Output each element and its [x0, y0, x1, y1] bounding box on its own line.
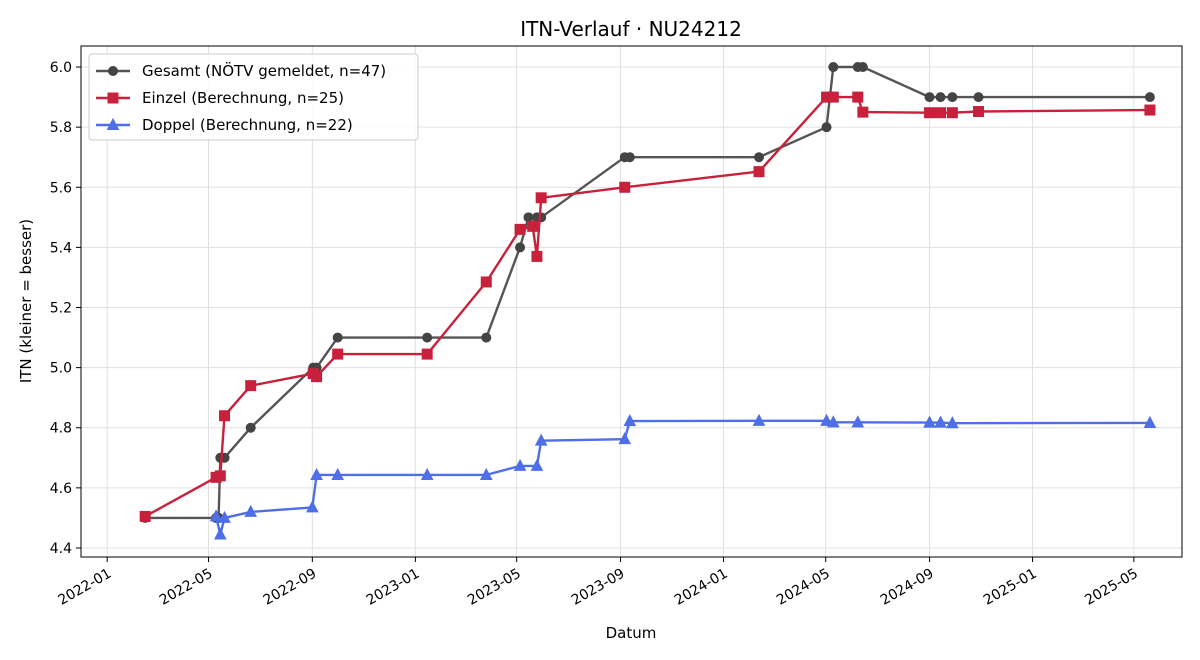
- data-point-doppel: [752, 413, 766, 426]
- x-axis-title: Datum: [606, 624, 657, 642]
- data-point-einzel: [924, 107, 936, 119]
- data-point-einzel: [531, 250, 543, 262]
- data-point-einzel: [935, 107, 947, 119]
- y-tick-label: 4.4: [50, 541, 72, 557]
- legend-label-einzel: Einzel (Berechnung, n=25): [142, 89, 344, 107]
- legend-box: [88, 53, 419, 141]
- data-point-doppel: [1143, 415, 1157, 428]
- y-axis-title: ITN (kleiner = besser): [17, 219, 35, 383]
- data-point-doppel: [923, 415, 936, 428]
- series-layer: [139, 62, 1157, 540]
- data-point-doppel: [618, 432, 632, 445]
- data-point-gesamt: [947, 92, 958, 103]
- data-point-einzel: [219, 410, 231, 422]
- data-point-gesamt: [924, 92, 935, 103]
- data-point-gesamt: [422, 332, 433, 343]
- y-tick-label: 6.0: [50, 60, 72, 76]
- data-point-gesamt: [481, 332, 492, 343]
- data-point-doppel: [218, 510, 231, 523]
- y-tick-label: 5.2: [50, 301, 72, 317]
- data-point-gesamt: [828, 62, 839, 73]
- y-tick-label: 5.6: [50, 180, 72, 196]
- data-point-gesamt: [515, 242, 526, 253]
- data-point-gesamt: [753, 152, 764, 163]
- data-point-gesamt: [973, 92, 984, 103]
- data-point-einzel: [139, 510, 151, 522]
- data-point-einzel: [619, 181, 631, 193]
- data-point-doppel: [306, 500, 319, 513]
- data-point-gesamt: [624, 152, 635, 163]
- y-tick-label: 5.8: [50, 120, 72, 136]
- data-point-gesamt: [935, 92, 946, 103]
- data-point-einzel: [245, 380, 257, 392]
- legend: Gesamt (NÖTV gemeldet, n=47) Einzel (Bere…: [88, 53, 419, 141]
- data-point-einzel: [973, 106, 985, 118]
- data-point-doppel: [530, 458, 544, 471]
- data-point-gesamt: [245, 422, 256, 433]
- chart-title: ITN-Verlauf · NU24212: [520, 17, 742, 41]
- data-point-doppel: [213, 527, 227, 540]
- data-point-doppel: [420, 467, 434, 480]
- data-point-einzel: [332, 348, 344, 360]
- data-point-einzel: [421, 348, 433, 360]
- legend-label-doppel: Doppel (Berechnung, n=22): [142, 116, 353, 134]
- data-point-gesamt: [857, 62, 868, 73]
- data-point-doppel: [934, 415, 947, 428]
- data-point-doppel: [826, 415, 840, 428]
- data-point-einzel: [514, 223, 526, 235]
- y-tick-label: 4.8: [50, 421, 72, 437]
- data-point-doppel: [209, 509, 223, 522]
- series-einzel: [139, 91, 1156, 522]
- data-point-einzel: [214, 470, 226, 482]
- y-tick-label: 5.0: [50, 361, 72, 377]
- legend-marker-einzel: [107, 92, 119, 104]
- data-point-gesamt: [1144, 92, 1155, 103]
- data-point-einzel: [753, 166, 765, 178]
- data-point-gesamt: [523, 212, 534, 223]
- y-tick-label: 4.6: [50, 481, 72, 497]
- data-point-doppel: [513, 458, 527, 471]
- legend-marker-gesamt: [108, 66, 118, 76]
- data-point-einzel: [1144, 104, 1156, 116]
- series-line-doppel: [214, 419, 1150, 536]
- data-point-doppel: [534, 433, 548, 446]
- data-point-doppel: [946, 416, 959, 429]
- series-doppel: [209, 413, 1157, 540]
- data-point-gesamt: [821, 122, 832, 133]
- data-point-einzel: [480, 276, 492, 288]
- data-point-einzel: [946, 107, 958, 119]
- data-point-doppel: [851, 415, 865, 428]
- data-point-doppel: [820, 413, 833, 426]
- data-point-doppel: [479, 467, 493, 480]
- data-point-einzel: [535, 192, 547, 204]
- data-point-einzel: [827, 91, 839, 103]
- data-point-einzel: [311, 371, 323, 383]
- y-tick-label: 5.4: [50, 240, 72, 256]
- legend-label-gesamt: Gesamt (NÖTV gemeldet, n=47): [142, 61, 386, 80]
- data-point-doppel: [244, 504, 258, 517]
- data-point-einzel: [527, 220, 539, 232]
- data-point-doppel: [331, 467, 345, 480]
- data-point-einzel: [857, 106, 869, 118]
- data-point-doppel: [623, 414, 637, 427]
- data-point-doppel: [310, 467, 323, 480]
- plot-frame: [80, 45, 1183, 558]
- legend-marker-doppel: [106, 117, 120, 130]
- data-point-einzel: [852, 91, 864, 103]
- data-point-gesamt: [332, 332, 343, 343]
